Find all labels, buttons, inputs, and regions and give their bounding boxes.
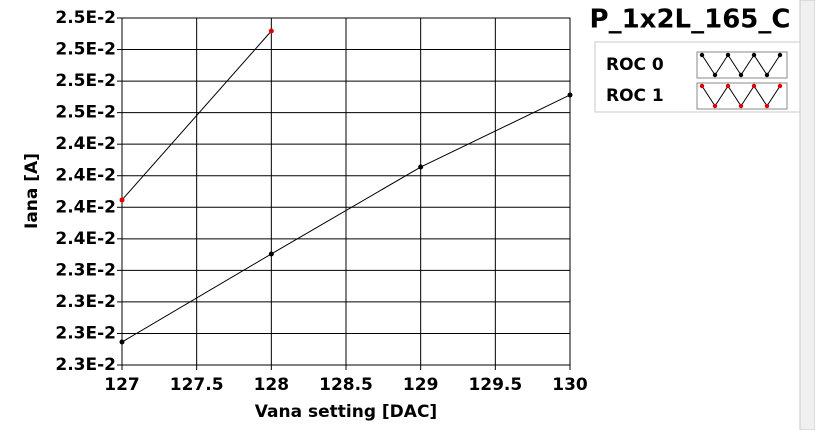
chart-title: P_1x2L_165_C [590, 5, 791, 35]
legend-swatch-marker [751, 83, 757, 89]
legend-label: ROC 0 [606, 55, 664, 75]
x-tick-label: 127 [104, 375, 140, 395]
legend-swatch-marker [764, 72, 770, 78]
y-tick-label: 2.5E-2 [55, 71, 116, 91]
y-tick-label: 2.4E-2 [55, 229, 116, 249]
y-tick-label: 2.3E-2 [55, 355, 116, 375]
y-tick-label: 2.4E-2 [55, 197, 116, 217]
legend-swatch-marker [712, 103, 718, 109]
y-tick-label: 2.4E-2 [55, 134, 116, 154]
x-axis-label: Vana setting [DAC] [255, 402, 437, 422]
x-tick-label: 128 [254, 375, 290, 395]
data-point [119, 197, 125, 203]
data-point [268, 28, 274, 34]
data-point [567, 92, 573, 98]
y-tick-label: 2.5E-2 [55, 103, 116, 123]
x-tick-label: 130 [552, 375, 588, 395]
series-line [121, 94, 571, 343]
x-tick-label: 129.5 [468, 375, 522, 395]
legend-swatch-marker [777, 52, 783, 58]
legend-swatch-marker [777, 83, 783, 89]
data-point [268, 251, 274, 257]
x-tick-label: 129 [403, 375, 439, 395]
legend-swatch-marker [712, 72, 718, 78]
data-point [418, 164, 424, 170]
data-point [119, 339, 125, 345]
legend-swatch-marker [738, 72, 744, 78]
y-tick-label: 2.5E-2 [55, 40, 116, 60]
legend-swatch-marker [751, 52, 757, 58]
legend-swatch-marker [764, 103, 770, 109]
series-line [121, 30, 272, 201]
y-tick-label: 2.3E-2 [55, 323, 116, 343]
y-tick-label: 2.3E-2 [55, 260, 116, 280]
x-tick-label: 127.5 [170, 375, 224, 395]
legend-swatch-marker [699, 83, 705, 89]
legend-swatch-marker [725, 83, 731, 89]
y-tick-label: 2.5E-2 [55, 8, 116, 28]
legend-swatch-marker [738, 103, 744, 109]
side-strip [799, 0, 815, 430]
y-tick-label: 2.3E-2 [55, 292, 116, 312]
y-axis-label: Iana [A] [22, 153, 42, 229]
legend-label: ROC 1 [606, 86, 664, 106]
legend-swatch-marker [725, 52, 731, 58]
y-tick-label: 2.4E-2 [55, 166, 116, 186]
legend-swatch-marker [699, 52, 705, 58]
x-tick-label: 128.5 [319, 375, 373, 395]
